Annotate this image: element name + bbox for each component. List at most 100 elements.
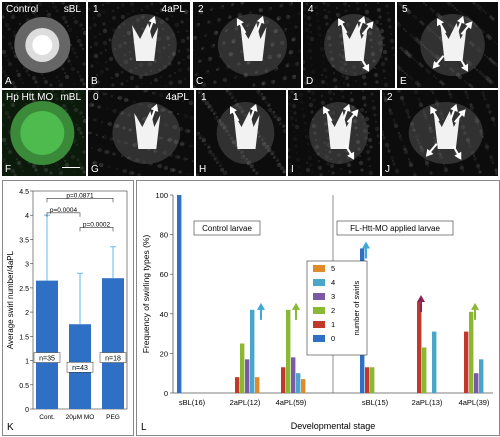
group-title-box: [336, 220, 454, 236]
chart-k: 0 0.5 1 1.5 2 2.5 3 3.5 4 4.5 Average swirl number…: [2, 180, 134, 436]
swirl-arrow-icon: [454, 109, 466, 123]
micrograph-panel-f: Hp Htt MO mBL F: [2, 90, 86, 176]
bar-swirl-3: [291, 357, 296, 393]
swirl-arrow-icon: [338, 18, 348, 34]
bar-swirl-2: [240, 343, 245, 393]
swirl-arrow-icon: [458, 56, 469, 72]
y-tick-label: 0.5: [19, 383, 29, 390]
group-title: FL-Htt-MO applied larvae: [350, 224, 440, 233]
bar-swirl-4: [432, 331, 437, 393]
highlight-arrow-icon: [292, 302, 300, 320]
legend-label: 3: [331, 292, 335, 301]
swirl-arrow-icon: [147, 15, 157, 33]
panel-number: 1: [201, 92, 207, 103]
bar-swirl-1: [417, 301, 422, 393]
y-tick-label: 1: [25, 359, 29, 366]
legend-swatch: [313, 335, 325, 342]
swirl-arrow-icon: [359, 56, 370, 72]
panel-letter: I: [291, 164, 294, 175]
panel-number: 4: [308, 4, 314, 15]
category-label: sBL(15): [362, 398, 389, 407]
swirl-arrow-icon: [432, 55, 445, 69]
bar-swirl-3: [474, 373, 479, 393]
category-label: 2aPL(12): [230, 398, 261, 407]
panel-number: 1: [93, 4, 99, 15]
panel-number: 0: [93, 92, 99, 103]
swirl-arrow-icon: [150, 103, 159, 121]
bar-swirl-2: [469, 311, 474, 393]
micrograph-image: [2, 2, 86, 88]
bar-swirl-2: [422, 347, 427, 393]
panel-letter: K: [7, 422, 14, 433]
micrograph-image: [193, 2, 301, 88]
swirl-arrow-icon: [456, 15, 465, 33]
micrograph-panel-b: 1 4aPL B: [88, 2, 190, 88]
stage-tag: mBL: [60, 92, 81, 103]
legend-label: 5: [331, 264, 335, 273]
swirl-arrow-icon: [451, 144, 462, 160]
legend-swatch: [313, 293, 325, 300]
panel-letter: F: [5, 164, 12, 175]
swirl-arrow-icon: [430, 106, 440, 122]
stage-tag: 4aPL: [165, 92, 189, 103]
panel-number: 1: [293, 92, 299, 103]
y-tick-label: 4.5: [19, 189, 29, 196]
micrograph-image: [397, 2, 498, 88]
swirl-arrow-icon: [357, 15, 366, 33]
category-label: sBL(16): [179, 398, 206, 407]
panel-number: 2: [198, 4, 204, 15]
swirl-arrow-icon: [460, 21, 473, 35]
bar-swirl-1: [464, 331, 469, 393]
bar-k: [36, 280, 58, 409]
swirl-arrow-icon: [323, 106, 333, 122]
chart-l: 0 20 40 60 80 100 Frequency of swirling types …: [136, 180, 500, 436]
highlight-arrow-icon: [362, 241, 370, 259]
swirl-arrow-icon: [361, 21, 374, 35]
bar-swirl-4: [479, 359, 484, 393]
category-label: 2aPL(13): [412, 398, 443, 407]
n-label-box: [33, 352, 61, 363]
micrograph-image: [88, 90, 194, 176]
bar-swirl-4: [250, 309, 255, 393]
panel-letter: H: [199, 164, 207, 175]
swirl-arrow-icon: [249, 103, 258, 121]
swirl-arrow-icon: [425, 143, 438, 157]
micrograph-image: [196, 90, 286, 176]
stage-tag: sBL: [63, 4, 81, 15]
legend-label: 2: [331, 306, 335, 315]
swirl-arrow-icon: [342, 103, 351, 121]
bar-k: [102, 278, 124, 409]
panel-letter: C: [196, 76, 204, 87]
micrograph-panel-a: Control sBL A: [2, 2, 86, 88]
significance-bracket: [46, 212, 81, 217]
highlight-arrow-icon: [257, 302, 265, 320]
legend-label: 0: [331, 334, 335, 343]
micrograph-image: [382, 90, 498, 176]
swirl-arrow-icon: [449, 103, 458, 121]
swirl-arrow-icon: [256, 15, 265, 33]
stage-tag: 4aPL: [161, 4, 185, 15]
y-tick-label: 3: [25, 262, 29, 269]
bar-swirl-1: [281, 367, 286, 393]
legend-swatch: [313, 321, 325, 328]
legend-label: 4: [331, 278, 335, 287]
bar-swirl-1: [235, 377, 240, 393]
category-label: 20μM MO: [66, 414, 95, 421]
panel-title: Control: [6, 4, 39, 15]
y-tick-label: 2.5: [19, 286, 29, 293]
y-tick-label: 1.5: [19, 334, 29, 341]
panel-letter: J: [385, 164, 390, 175]
swirl-arrow-icon: [236, 18, 247, 34]
y-tick-label: 100: [155, 191, 168, 200]
y-tick-label: 3.5: [19, 237, 29, 244]
group-title: Control larvae: [202, 224, 252, 233]
n-label: n=18: [105, 356, 121, 363]
bar-swirl-3: [245, 359, 250, 393]
category-label: 4aPL(59): [276, 398, 307, 407]
panel-letter: L: [141, 422, 147, 433]
